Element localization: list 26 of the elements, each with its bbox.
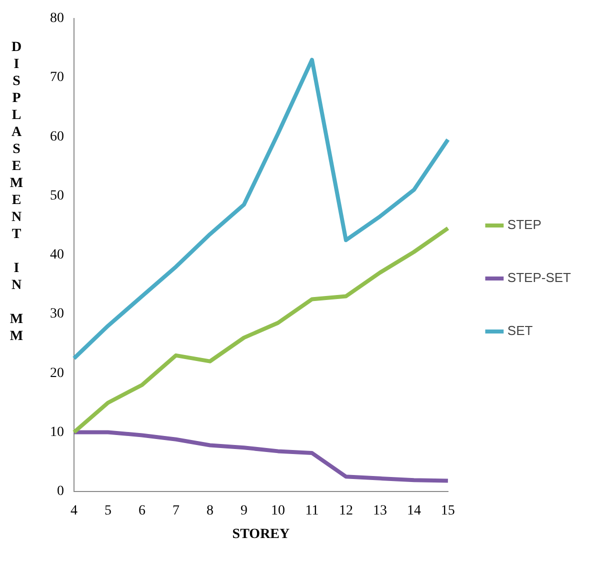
x-tick-label: 14	[406, 503, 421, 518]
y-tick-label: 50	[50, 188, 64, 204]
x-tick-label: 10	[270, 503, 285, 518]
y-tick-label: 40	[50, 248, 64, 263]
y-tick-label: 20	[50, 366, 64, 381]
y-tick-label: 30	[50, 306, 64, 322]
x-tick-label: 15	[440, 503, 455, 518]
x-tick-label: 9	[240, 503, 248, 518]
legend-label: STEP	[507, 217, 542, 232]
x-tick-label: 4	[70, 503, 78, 518]
y-tick-label: 70	[50, 70, 64, 86]
x-tick-label: 7	[172, 503, 180, 518]
y-axis-title: DISPLASEMENT IN MM	[8, 40, 24, 346]
x-tick-label: 13	[372, 503, 387, 518]
legend-label: STEP-SET	[507, 270, 572, 286]
y-tick-label: 60	[50, 129, 64, 144]
x-tick-label: 6	[138, 503, 146, 518]
legend-label: SET	[507, 323, 533, 338]
y-tick-label: 10	[50, 424, 64, 440]
x-tick-label: 12	[338, 503, 353, 518]
x-axis-title: STOREY	[232, 527, 290, 542]
x-tick-label: 8	[206, 503, 214, 518]
y-tick-label: 80	[50, 11, 64, 26]
y-tick-label: 0	[57, 484, 64, 500]
x-tick-label: 5	[104, 503, 112, 518]
x-tick-label: 11	[305, 503, 319, 518]
